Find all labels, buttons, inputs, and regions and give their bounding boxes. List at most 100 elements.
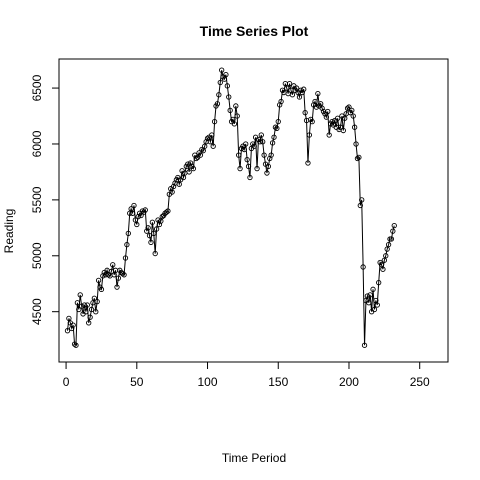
data-point	[344, 105, 351, 111]
data-point	[209, 132, 215, 138]
data-point	[245, 163, 252, 169]
data-point	[158, 218, 164, 224]
data-point	[93, 309, 99, 315]
data-point	[73, 342, 79, 348]
data-point	[127, 210, 133, 216]
x-tick-label: 0	[63, 375, 70, 389]
x-tick-label: 50	[130, 375, 144, 389]
data-point	[128, 206, 134, 212]
data-point	[165, 208, 171, 214]
data-point	[230, 116, 236, 123]
data-point	[227, 107, 233, 114]
data-point	[272, 124, 279, 130]
data-point	[237, 165, 243, 172]
data-point	[277, 102, 283, 108]
data-point	[346, 104, 352, 110]
data-point	[366, 300, 372, 306]
data-point	[293, 85, 300, 91]
data-point	[267, 155, 273, 162]
data-point	[278, 98, 284, 105]
data-point	[221, 76, 228, 82]
series-layer	[64, 67, 397, 348]
data-point	[390, 228, 396, 234]
data-point	[337, 124, 344, 130]
data-point	[378, 262, 385, 268]
data-point	[384, 246, 390, 252]
data-point	[214, 101, 221, 107]
y-tick-label: 6000	[30, 130, 44, 157]
data-point	[247, 174, 253, 181]
data-point	[224, 83, 230, 89]
data-point	[142, 207, 148, 213]
data-point	[261, 152, 267, 158]
data-point	[129, 210, 136, 216]
data-point	[77, 292, 83, 298]
data-point	[115, 275, 122, 281]
data-point	[202, 143, 208, 149]
data-point	[269, 140, 276, 146]
y-axis-label: Reading	[2, 209, 16, 254]
data-point	[148, 239, 154, 246]
data-point	[383, 253, 389, 259]
data-point	[284, 85, 290, 91]
data-point	[100, 273, 106, 279]
data-point	[121, 272, 127, 278]
data-point	[226, 94, 232, 100]
data-point	[264, 170, 270, 176]
data-point	[309, 118, 315, 125]
data-point	[257, 139, 263, 145]
data-point	[241, 146, 247, 153]
data-point	[204, 135, 211, 142]
data-point	[105, 272, 112, 278]
data-point	[199, 146, 205, 153]
data-point	[315, 91, 321, 97]
data-point	[146, 233, 153, 239]
data-point	[353, 141, 359, 147]
x-tick-label: 150	[268, 375, 288, 389]
data-point	[376, 279, 382, 286]
x-tick-label: 100	[198, 375, 218, 389]
data-point	[356, 154, 362, 161]
data-point	[70, 322, 76, 328]
data-point	[124, 241, 130, 248]
data-point	[81, 302, 88, 308]
y-tick-label: 4500	[30, 298, 44, 325]
data-point	[207, 139, 214, 145]
data-point	[251, 143, 257, 149]
data-point	[260, 139, 266, 145]
data-point	[302, 110, 308, 116]
data-point	[114, 284, 120, 290]
data-point	[169, 189, 175, 195]
data-point	[319, 105, 325, 111]
data-point	[176, 181, 182, 187]
data-point	[138, 212, 144, 219]
data-point	[274, 125, 280, 131]
data-point	[111, 272, 117, 278]
data-point	[219, 67, 225, 73]
data-point	[71, 341, 78, 347]
data-point	[210, 143, 216, 149]
data-point	[258, 132, 264, 138]
data-point	[385, 241, 392, 248]
data-point	[88, 306, 95, 313]
data-point	[135, 213, 141, 220]
data-point	[370, 286, 376, 292]
data-point	[223, 72, 229, 78]
data-point	[325, 108, 331, 115]
data-point	[234, 113, 240, 119]
data-point	[149, 219, 156, 225]
data-point	[185, 161, 191, 167]
y-tick-label: 5000	[30, 242, 44, 269]
data-point	[271, 134, 277, 140]
data-point	[84, 302, 90, 308]
data-point	[153, 226, 160, 232]
data-point	[350, 113, 356, 119]
data-point	[373, 297, 379, 304]
data-point	[388, 236, 395, 242]
data-point	[359, 197, 365, 203]
data-point	[64, 328, 71, 334]
data-point	[87, 314, 93, 320]
data-point	[69, 325, 75, 332]
data-point	[190, 165, 197, 172]
data-point	[66, 315, 72, 322]
